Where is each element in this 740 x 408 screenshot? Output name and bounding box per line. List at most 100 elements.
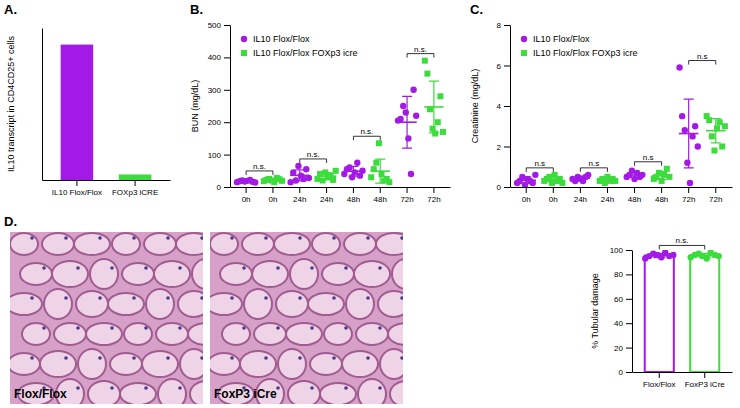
nucleus-shape bbox=[230, 236, 234, 240]
y-tick-label: 2 bbox=[497, 143, 502, 152]
data-point bbox=[432, 131, 438, 137]
nucleus-shape bbox=[276, 266, 280, 270]
x-tick-label: FOXp3 iCRE bbox=[112, 188, 158, 197]
y-tick-group: 300 bbox=[208, 86, 230, 95]
tubule-shape bbox=[192, 259, 203, 289]
nucleus-shape bbox=[366, 236, 370, 240]
data-point bbox=[666, 174, 672, 180]
data-point bbox=[376, 140, 382, 146]
figure: A.IL10 Flox/FloxFOXp3 iCREIL10 transcrip… bbox=[0, 0, 740, 408]
y-tick-label: 0 bbox=[217, 183, 222, 192]
x-axis: 0h0h24h24h48h48h72h72h bbox=[231, 187, 451, 204]
x-tick-group: 0h bbox=[268, 187, 277, 204]
data-point bbox=[303, 166, 309, 172]
y-tick-label: 200 bbox=[208, 118, 222, 127]
nucleus-shape bbox=[144, 326, 148, 330]
x-tick-label: 24h bbox=[574, 195, 587, 204]
x-tick-label: 0h bbox=[522, 195, 531, 204]
nucleus-shape bbox=[64, 236, 68, 240]
tubule-shape bbox=[124, 323, 152, 345]
tubule-shape bbox=[120, 383, 156, 404]
mean-line bbox=[263, 179, 282, 181]
nucleus-shape bbox=[110, 266, 114, 270]
tubule-shape bbox=[274, 233, 310, 255]
x-tick bbox=[76, 180, 77, 186]
x-tick-group: 72h bbox=[400, 187, 413, 204]
tubule-shape bbox=[122, 263, 154, 285]
x-tick-label: 48h bbox=[347, 195, 360, 204]
error-bar bbox=[375, 159, 385, 183]
y-tick-label: 300 bbox=[208, 86, 222, 95]
data-point bbox=[679, 113, 685, 119]
nucleus-shape bbox=[110, 326, 114, 330]
bar bbox=[645, 255, 674, 372]
y-tick-group: 8 bbox=[497, 21, 510, 30]
significance-label: n.s. bbox=[414, 45, 427, 54]
x-tick bbox=[433, 187, 434, 193]
x-tick-group: Flox/Flox bbox=[643, 372, 675, 389]
data-point bbox=[373, 160, 379, 166]
tubule-shape bbox=[346, 289, 374, 319]
data-point bbox=[670, 252, 676, 258]
nucleus-shape bbox=[344, 386, 348, 390]
nucleus-shape bbox=[64, 356, 68, 360]
data-point bbox=[368, 174, 374, 180]
significance-label: n.s bbox=[589, 159, 600, 168]
data-point bbox=[722, 123, 728, 129]
x-tick bbox=[380, 187, 381, 193]
y-axis: 02468 bbox=[497, 21, 511, 192]
nucleus-shape bbox=[98, 236, 102, 240]
data-point bbox=[403, 109, 409, 115]
tubule-shape bbox=[308, 293, 344, 315]
image-label: FoxP3 iCre bbox=[214, 387, 277, 401]
y-tick-label: 8 bbox=[497, 21, 502, 30]
nucleus-shape bbox=[332, 356, 336, 360]
y-tick-label: 0 bbox=[497, 183, 502, 192]
nucleus-shape bbox=[144, 266, 148, 270]
plot-area bbox=[61, 45, 152, 180]
nucleus-shape bbox=[264, 236, 268, 240]
data-point bbox=[711, 148, 717, 154]
bar bbox=[690, 255, 719, 372]
panel-label: B. bbox=[190, 2, 203, 17]
nucleus-shape bbox=[178, 326, 182, 330]
tubule-shape bbox=[392, 259, 403, 289]
x-axis: 0h0h24h24h48h48h72h72h bbox=[511, 187, 733, 204]
y-tick-group: 20 bbox=[614, 344, 632, 353]
nucleus-shape bbox=[400, 236, 403, 240]
x-tick-label: 48h bbox=[374, 195, 387, 204]
data-point bbox=[422, 58, 428, 64]
y-tick-group: 100 bbox=[208, 151, 230, 160]
x-tick bbox=[135, 180, 136, 186]
nucleus-shape bbox=[264, 356, 268, 360]
tubule-shape bbox=[324, 323, 352, 345]
significance-label: n.s bbox=[534, 159, 545, 168]
nucleus-shape bbox=[276, 386, 280, 390]
x-tick-group: 24h bbox=[574, 187, 587, 204]
nucleus-shape bbox=[200, 296, 203, 300]
y-axis-title: BUN (mg/dL) bbox=[190, 80, 200, 133]
x-tick-group: 24h bbox=[293, 187, 306, 204]
x-tick bbox=[353, 187, 354, 193]
significance-bracket bbox=[580, 168, 607, 172]
x-tick-label: 24h bbox=[320, 195, 333, 204]
tubule-shape bbox=[388, 323, 403, 345]
data-point bbox=[320, 178, 326, 184]
nucleus-shape bbox=[310, 326, 314, 330]
significance-label: n.s. bbox=[253, 162, 266, 171]
x-tick-label: 0h bbox=[268, 195, 277, 204]
tubule-shape bbox=[358, 379, 386, 404]
nucleus-shape bbox=[166, 296, 170, 300]
tubule-shape bbox=[254, 323, 286, 345]
tubule-shape bbox=[20, 263, 52, 285]
tubule-shape bbox=[146, 289, 174, 319]
tubule-shape bbox=[156, 323, 188, 345]
tubule-shape bbox=[76, 291, 108, 317]
tubule-shape bbox=[252, 261, 288, 287]
significance-label: n.s. bbox=[307, 150, 320, 159]
tubule-shape bbox=[310, 353, 342, 375]
tubule-shape bbox=[112, 233, 140, 255]
nucleus-shape bbox=[178, 386, 182, 390]
legend: IL10 Flox/FloxIL10 Flox/Flox FOXp3 icre bbox=[241, 34, 358, 58]
tubule-shape bbox=[376, 233, 403, 255]
